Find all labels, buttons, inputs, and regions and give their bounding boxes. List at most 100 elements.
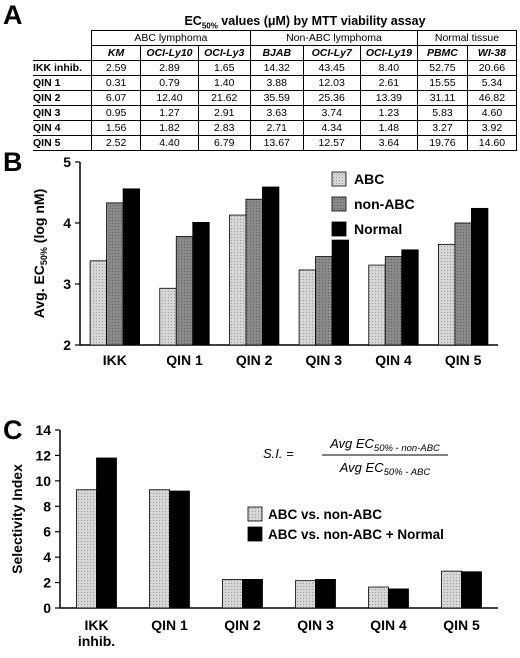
table-row-label: QIN 3	[33, 105, 92, 121]
table-group-header: Normal tissue	[417, 30, 517, 46]
table-cell: 12.57	[302, 135, 361, 151]
bar-non-abc	[384, 256, 403, 346]
bar-series-0	[76, 489, 97, 609]
table-row-label: QIN 4	[33, 120, 92, 136]
y-axis-label: Selectivity Index	[9, 464, 25, 574]
table-cell: 3.63	[249, 105, 304, 121]
table-cell: 1.23	[359, 105, 419, 121]
x-tick-label: QIN 4	[375, 352, 412, 368]
table-cell: 3.64	[359, 135, 419, 151]
formula-lhs: S.I. =	[263, 446, 294, 461]
table-cell: 2.71	[249, 120, 304, 136]
bar-non-abc	[175, 236, 194, 346]
table-cell: 1.48	[359, 120, 419, 136]
table-cell: 1.65	[197, 60, 251, 76]
y-tick-label: 2	[43, 575, 51, 591]
table-cell: 12.40	[140, 90, 199, 106]
y-tick-label: 0	[43, 600, 51, 616]
table-cell: 15.55	[417, 75, 468, 91]
table-cell: 2.52	[90, 135, 142, 151]
table-row-label: QIN 1	[33, 75, 92, 91]
table-group-header: ABC lymphoma	[90, 30, 251, 46]
bar-normal	[262, 186, 280, 346]
table-cell: 2.61	[359, 75, 419, 91]
table-cell: 2.59	[90, 60, 142, 76]
table-title: EC50% values (μM) by MTT viability assay	[184, 14, 426, 31]
y-tick-label: 8	[43, 498, 51, 514]
formula-denominator: Avg EC50% - ABC	[339, 460, 431, 478]
table-row-label: QIN 5	[33, 135, 92, 151]
table-cell-line-header: KM	[90, 45, 142, 61]
legend-swatch	[331, 171, 347, 187]
bar-normal	[192, 221, 210, 346]
table-row: IKK inhib. 2.59 2.89 1.65 14.32 43.45 8.40 52.7…	[33, 60, 518, 76]
bar-abc	[298, 269, 316, 346]
table-row: QIN 2 6.07 12.40 21.62 35.59 25.36 13.39 31.11 4…	[33, 90, 518, 106]
table-cell: 6.07	[90, 90, 142, 106]
table-cell: 4.34	[302, 120, 361, 136]
table-cell: 12.03	[302, 75, 361, 91]
x-tick-label: QIN 5	[443, 617, 480, 633]
table-cell-line-header: WI-38	[466, 45, 518, 61]
bar-series-0	[222, 578, 243, 609]
x-tick-label: QIN 5	[445, 352, 482, 368]
x-tick-label: IKK	[84, 617, 108, 633]
table-cell: 13.39	[359, 90, 419, 106]
table-cell: 2.91	[197, 105, 251, 121]
legend-swatch	[331, 196, 347, 212]
table-cell: 1.82	[140, 120, 199, 136]
table-cell: 19.76	[417, 135, 468, 151]
bar-non-abc	[315, 256, 333, 346]
bar-series-1	[388, 588, 409, 609]
legend-label: Normal	[354, 221, 402, 237]
table-cell: 3.88	[249, 75, 304, 91]
y-tick-label: 5	[63, 154, 71, 170]
bar-series-1	[242, 578, 263, 609]
table-cell: 52.75	[417, 60, 468, 76]
table-cell: 0.79	[140, 75, 199, 91]
table-cell: 21.62	[197, 90, 251, 106]
table-cell: 0.31	[90, 75, 142, 91]
bar-series-1	[169, 490, 190, 609]
x-tick-label: QIN 2	[224, 617, 261, 633]
y-tick-label: 3	[63, 276, 71, 292]
y-axis-label: Avg. EC50% (log nM)	[31, 189, 49, 318]
table-cell-line-header: OCI-Ly7	[302, 45, 361, 61]
bar-normal	[401, 249, 419, 346]
table-cell: 3.92	[466, 120, 518, 136]
y-tick-label: 4	[63, 215, 71, 231]
bar-abc	[89, 260, 107, 346]
y-tick-label: 10	[35, 473, 51, 489]
ec50-table-panel: EC50% values (μM) by MTT viability assay…	[33, 13, 518, 151]
bar-series-1	[315, 578, 336, 609]
table-cell: 4.40	[140, 135, 199, 151]
bar-abc	[438, 243, 456, 346]
x-tick-label: QIN 3	[306, 352, 343, 368]
table-cell: 2.83	[197, 120, 251, 136]
table-cell: 0.95	[90, 105, 142, 121]
y-tick-label: 12	[35, 447, 51, 463]
table-cell: 5.34	[466, 75, 518, 91]
x-tick-label: QIN 1	[166, 352, 203, 368]
table-row-label: IKK inhib.	[33, 60, 92, 76]
table-cell: 4.60	[466, 105, 518, 121]
table-cell: 13.67	[249, 135, 304, 151]
table-row: QIN 4 1.56 1.82 2.83 2.71 4.34 1.48 3.27 3.92	[33, 120, 518, 136]
ec50-table: ABC lymphoma Non-ABC lymphoma Normal tissu…	[33, 30, 518, 151]
panel-letter-c: C	[3, 415, 23, 445]
bar-series-1	[461, 571, 482, 609]
table-cell: 8.40	[359, 60, 419, 76]
formula-numerator: Avg EC50% - non-ABC	[329, 436, 440, 454]
table-cell-line-header: BJAB	[249, 45, 304, 61]
table-cell: 20.66	[466, 60, 518, 76]
table-group-header: Non-ABC lymphoma	[249, 30, 419, 46]
table-cell-line-header: PBMC	[417, 45, 468, 61]
bar-non-abc	[106, 202, 124, 346]
table-cell: 14.32	[249, 60, 304, 76]
bar-abc	[159, 287, 177, 346]
legend-label: ABC vs. non-ABC + Normal	[268, 527, 444, 542]
table-cell: 43.45	[302, 60, 361, 76]
bar-normal	[471, 207, 489, 346]
